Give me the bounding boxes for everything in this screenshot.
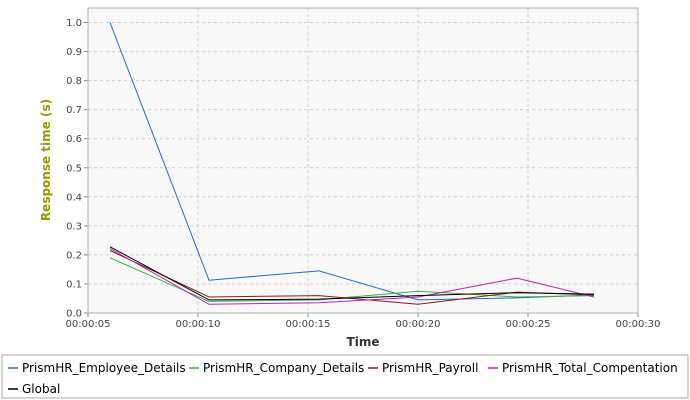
series-lines [109,22,595,305]
x-tick-label: 00:00:25 [506,319,551,330]
y-tick-label: 0.8 [66,76,82,87]
y-tick-label: 0.7 [66,105,82,116]
y-tick-label: 0.3 [66,221,82,232]
x-tick-label: 00:00:20 [396,319,441,330]
series-line-Global [109,246,595,301]
plot-border [87,7,639,314]
plot-area [88,8,638,313]
plot-background [88,8,638,313]
y-axis-title: Response time (s) [39,99,53,221]
y-tick-label: 0.2 [66,250,82,261]
y-tick-label: 0.4 [66,192,82,203]
x-tick-label: 00:00:15 [286,319,331,330]
y-tick-label: 0.1 [66,279,82,290]
legend-label: PrismHR_Total_Compentation [502,361,678,375]
y-tick-label: 1.0 [66,18,82,29]
x-tick-label: 00:00:05 [66,319,111,330]
legend-label: PrismHR_Company_Details [203,361,364,375]
legend-label: PrismHR_Employee_Details [22,361,186,375]
series-line-PrismHR_Total_Compentation [109,248,595,305]
y-tick-label: 0.5 [66,163,82,174]
legend-box [1,354,689,399]
series-line-PrismHR_Employee_Details [109,22,595,301]
axes: 0.0 0.1 0.2 0.3 0.4 0.5 0.6 0.7 0.8 0.9 1.0 00:00:0… [66,7,661,330]
series-line-PrismHR_Company_Details [109,257,595,302]
y-tick-label: 0.6 [66,134,82,145]
legend-label: PrismHR_Payroll [382,361,478,375]
x-tick-label: 00:00:10 [176,319,221,330]
y-tick-label: 0.0 [66,309,82,320]
y-tick-label: 0.9 [66,47,82,58]
x-axis-title: Time [347,335,380,349]
legend-label: Global [22,382,60,396]
legend: PrismHR_Employee_Details PrismHR_Company_… [1,354,689,399]
x-tick-label: 00:00:30 [616,319,661,330]
